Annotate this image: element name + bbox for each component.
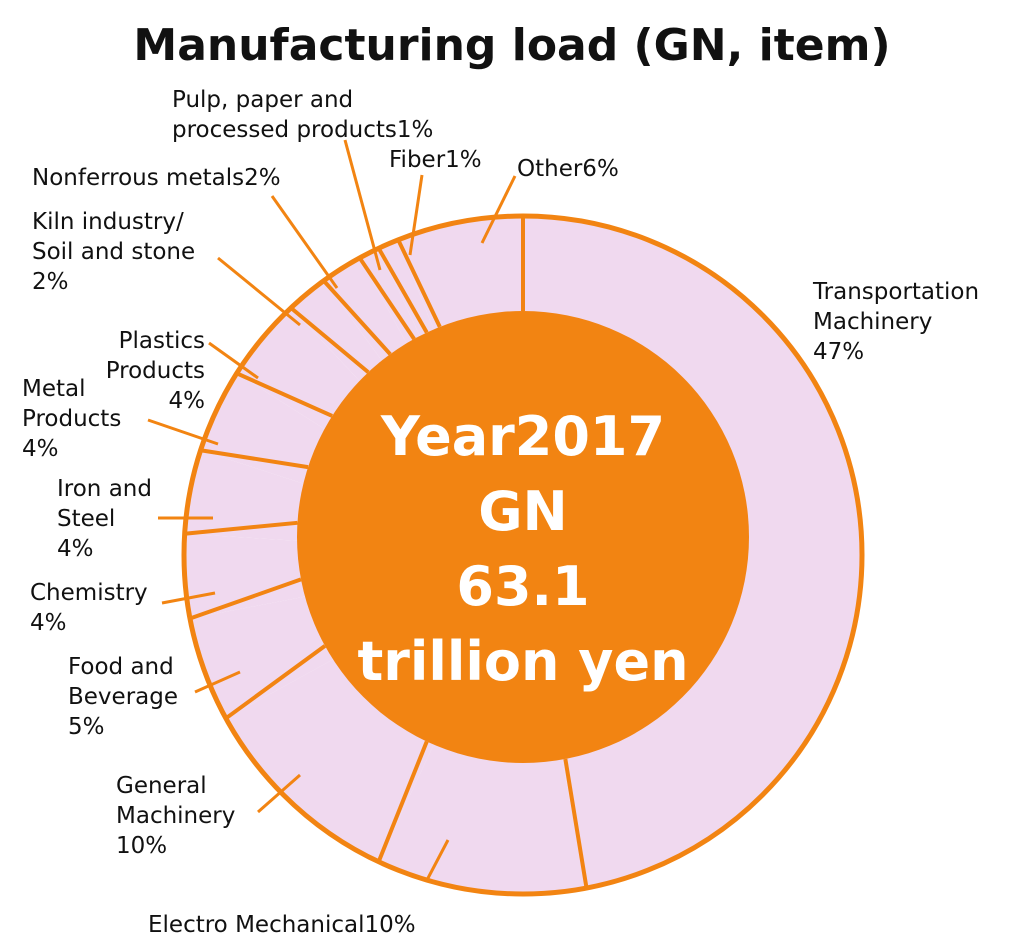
pie-outer-ring [181, 213, 865, 897]
slice-label-line: processed products1% [172, 117, 433, 143]
slice-label-line: 5% [68, 714, 105, 740]
slice-label-line: 2% [32, 269, 69, 295]
slice-label-other: Other6% [517, 156, 619, 182]
slice-label-line: Nonferrous metals2% [32, 165, 281, 191]
slice-label-line: Transportation [812, 279, 979, 305]
center-label: Year2017 GN 63.1 trillion yen [357, 405, 688, 693]
slice-separators [184, 216, 589, 889]
slice-label-metal-products: Metal Products 4% [22, 376, 121, 462]
slice-label-line: Kiln industry/ [32, 209, 184, 235]
leader-line-fiber [408, 174, 424, 256]
center-label-line: GN [478, 480, 568, 543]
slice-label-plastics-products: Plastics Products 4% [106, 328, 205, 414]
leader-line-chemistry [161, 591, 216, 605]
slice-label-line: Chemistry [30, 580, 148, 606]
leader-line-electro-mechanical [425, 839, 450, 881]
slice-label-line: 4% [22, 436, 59, 462]
slice-label-line: Metal [22, 376, 86, 402]
center-label-line: trillion yen [357, 630, 688, 693]
slice-label-line: Plastics [119, 328, 205, 354]
slice-label-nonferrous-metals: Nonferrous metals2% [32, 165, 281, 191]
slice-label-fiber: Fiber1% [389, 147, 482, 173]
slice-label-line: General [116, 773, 207, 799]
leader-line-plastics-products [208, 341, 259, 380]
center-label-line: Year2017 [380, 405, 665, 468]
slice-separator [376, 247, 429, 334]
slice-separator [184, 520, 298, 536]
slice-label-line: Iron and [57, 476, 152, 502]
slice-separator [563, 758, 589, 889]
chart-title: Manufacturing load (GN, item) [133, 20, 890, 71]
slice-label-kiln-industry-soil-and-stone: Kiln industry/Soil and stone 2% [32, 209, 195, 295]
slice-label-line: 4% [57, 536, 94, 562]
slice-label-line: 47% [813, 339, 864, 365]
slice-label-line: Products [106, 358, 205, 384]
slice-separator [200, 448, 309, 470]
slice-label-electro-mechanical: Electro Mechanical10% [148, 912, 416, 938]
slice-label-line: Machinery [116, 803, 235, 829]
slice-label-line: Other6% [517, 156, 619, 182]
slice-separator [376, 740, 429, 863]
slice-label-line: 10% [116, 833, 167, 859]
slice-label-iron-and-steel: Iron and Steel 4% [57, 476, 152, 562]
leader-line-other [480, 175, 517, 244]
slice-label-line: Electro Mechanical10% [148, 912, 416, 938]
leader-line-pulp-paper-and-processed-products [343, 139, 382, 271]
slice-label-line: Food and [68, 654, 174, 680]
slice-label-food-and-beverage: Food and Beverage 5% [68, 654, 178, 740]
leader-line-general-machinery [257, 773, 301, 814]
slice-separator [189, 577, 302, 621]
slice-separator [396, 238, 442, 328]
leader-line-nonferrous-metals [270, 195, 339, 289]
slice-separator [322, 279, 392, 356]
leader-line-metal-products [147, 418, 219, 446]
leader-line-kiln-industry-soil-and-stone [217, 256, 301, 327]
slice-separator [224, 644, 327, 720]
slice-label-general-machinery: General Machinery 10% [116, 773, 235, 859]
slice-label-line: 4% [30, 610, 67, 636]
slice-label-line: 4% [169, 388, 206, 414]
slice-label-line: Soil and stone [32, 239, 195, 265]
slice-label-line: Beverage [68, 684, 178, 710]
leader-lines [147, 139, 517, 881]
center-label-line: 63.1 [456, 555, 589, 618]
slice-labels: Transportation Machinery 47% Electro Mechan… [22, 87, 979, 938]
slice-label-line: Steel [57, 506, 115, 532]
slice-separator [289, 306, 370, 374]
slice-label-line: Pulp, paper and [172, 87, 353, 113]
slice-separator [235, 371, 333, 418]
slice-label-line: Machinery [813, 309, 932, 335]
slice-separator [358, 256, 416, 341]
slice-label-pulp-paper-and-processed-products: Pulp, paper and processed products1% [172, 87, 433, 143]
slice-label-line: Fiber1% [389, 147, 482, 173]
leader-line-food-and-beverage [194, 670, 241, 694]
slice-label-line: Products [22, 406, 121, 432]
center-disc [297, 311, 749, 763]
slice-label-chemistry: Chemistry 4% [30, 580, 148, 636]
slice-label-transportation-machinery: Transportation Machinery 47% [812, 279, 979, 365]
